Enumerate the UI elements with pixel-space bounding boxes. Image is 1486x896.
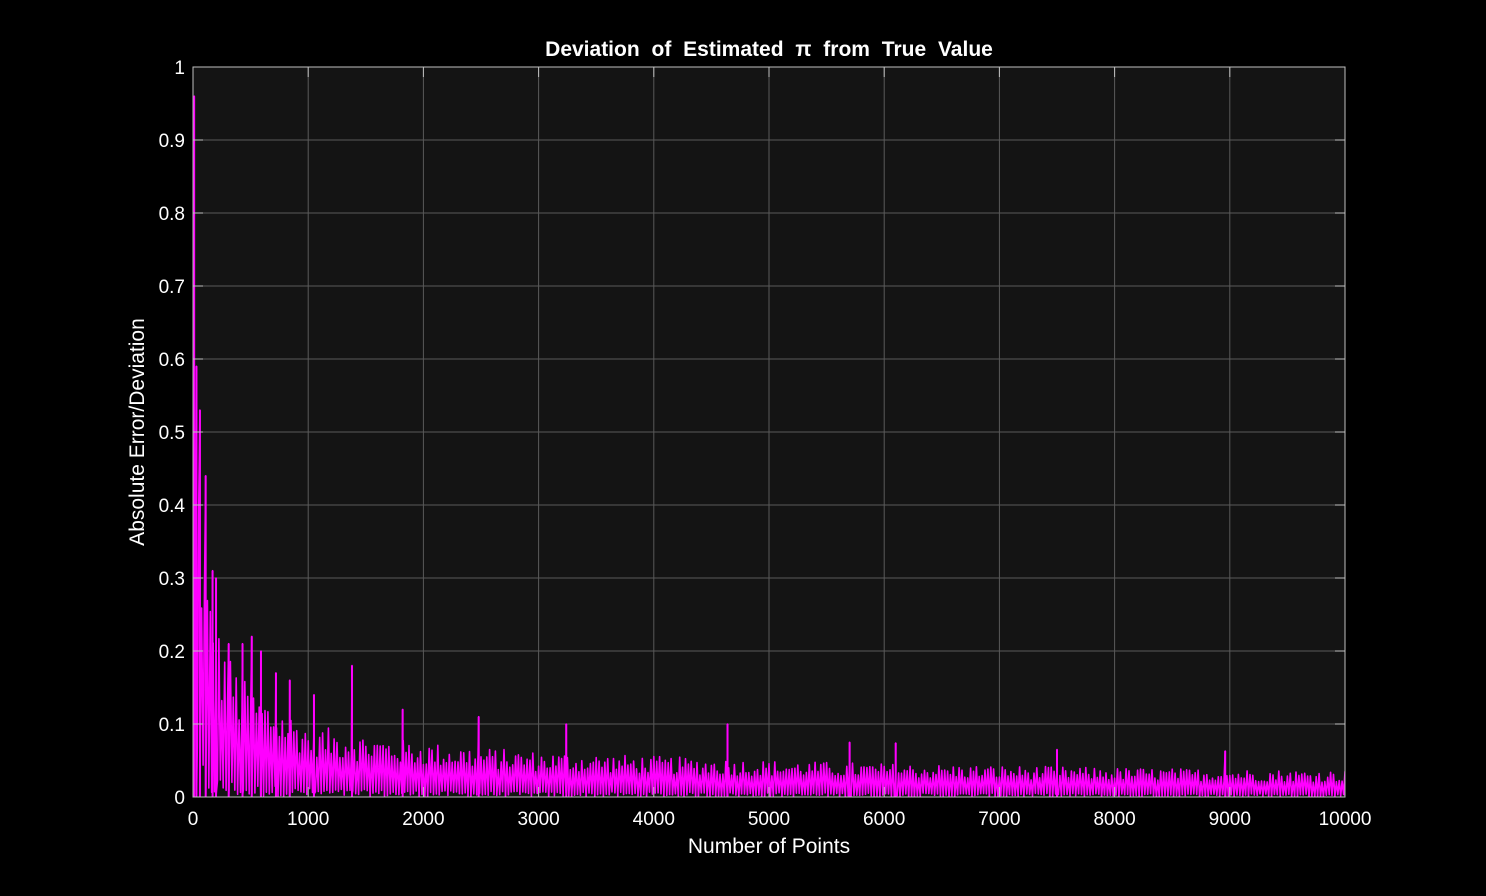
x-tick-label: 0 <box>188 809 199 830</box>
x-tick-label: 3000 <box>517 809 559 830</box>
x-tick-label: 8000 <box>1093 809 1135 830</box>
y-tick-label: 0 <box>174 788 185 809</box>
y-tick-label: 0.8 <box>159 204 185 225</box>
y-tick-label: 1 <box>174 58 185 79</box>
y-tick-labels: 0 0.1 0.2 0.3 0.4 0.5 0.6 0.7 0.8 0.9 1 <box>159 58 186 809</box>
chart-title: Deviation of Estimated π from True Value <box>545 38 993 61</box>
x-tick-label: 1000 <box>287 809 329 830</box>
x-tick-label: 4000 <box>633 809 675 830</box>
y-tick-label: 0.1 <box>159 715 185 736</box>
y-axis-label: Absolute Error/Deviation <box>126 318 149 546</box>
x-axis-label: Number of Points <box>688 835 850 858</box>
tick-marks <box>192 66 1346 798</box>
x-tick-label: 7000 <box>978 809 1020 830</box>
y-tick-label: 0.7 <box>159 277 185 298</box>
y-tick-label: 0.9 <box>159 131 185 152</box>
y-tick-label: 0.2 <box>159 642 185 663</box>
x-tick-label: 2000 <box>402 809 444 830</box>
grid-lines <box>193 67 1345 797</box>
y-tick-label: 0.5 <box>159 423 185 444</box>
y-tick-label: 0.6 <box>159 350 185 371</box>
x-tick-labels: 0 1000 2000 3000 4000 5000 6000 7000 8000 9000 100… <box>188 809 1372 830</box>
series-line-0 <box>193 95 1345 797</box>
x-tick-label: 9000 <box>1209 809 1251 830</box>
x-tick-label: 10000 <box>1319 809 1372 830</box>
y-tick-label: 0.4 <box>159 496 186 517</box>
x-tick-label: 6000 <box>863 809 905 830</box>
x-tick-label: 5000 <box>748 809 790 830</box>
y-tick-label: 0.3 <box>159 569 185 590</box>
